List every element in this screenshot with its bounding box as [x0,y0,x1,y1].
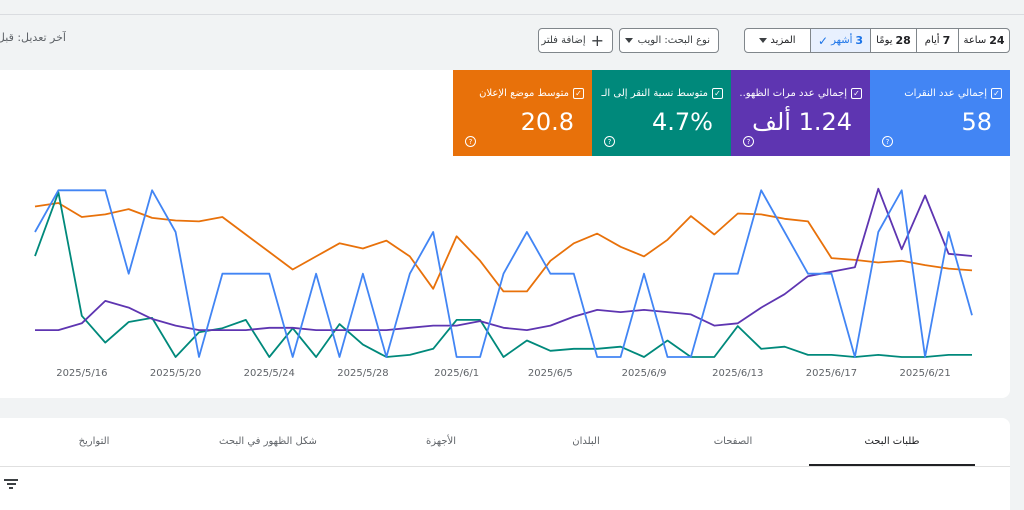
search-type-label: نوع البحث: الويب [637,35,710,46]
range-24-hours[interactable]: 24 ساعة [958,29,1009,52]
add-filter-button[interactable]: + إضافة فلتر [538,28,613,53]
metric-total-impressions[interactable]: ✓ إجمالي عدد مرات الظهو... 1.24 ألف ? [731,70,870,156]
add-filter-label: إضافة فلتر [541,35,586,46]
series-line-3 [34,189,973,358]
x-tick-label: 2025/6/13 [712,368,764,379]
x-tick-label: 2025/6/1 [434,368,480,379]
more-ranges-dropdown[interactable]: المزيد [745,29,810,52]
metric-position-value: 20.8 [520,108,574,136]
range-3-months-num: 3 [855,34,864,47]
tab-devices[interactable]: الأجهزة [425,436,457,447]
metric-position-label: متوسط موضع الإعلان [479,88,569,99]
tab-pages[interactable]: الصفحات [713,436,753,447]
metric-ctr-value: 4.7% [652,108,713,136]
range-7-days-num: 7 [942,34,951,47]
range-7-days-unit: أيام [924,35,940,46]
caret-down-icon [624,38,633,43]
x-tick-label: 2025/6/5 [527,368,573,379]
range-28-days[interactable]: 28 يومًا [870,29,916,52]
range-7-days[interactable]: 7 أيام [916,29,958,52]
more-label: المزيد [770,35,796,46]
x-tick-label: 2025/5/24 [243,368,295,379]
metric-clicks-value: 58 [961,108,992,136]
checkbox-checked-icon[interactable]: ✓ [851,88,862,99]
tab-queries[interactable]: طلبات البحث [864,436,920,447]
range-28-days-unit: يومًا [876,35,893,46]
help-circle-icon[interactable]: ? [604,136,615,147]
checkbox-checked-icon[interactable]: ✓ [991,88,1002,99]
metric-total-clicks[interactable]: ✓ إجمالي عدد النقرات 58 ? [870,70,1010,156]
tab-search-appearance[interactable]: شكل الظهور في البحث [219,436,317,447]
x-tick-label: 2025/5/16 [56,368,108,379]
x-tick-label: 2025/5/28 [337,368,389,379]
performance-line-chart[interactable] [0,160,1010,365]
metric-clicks-label: إجمالي عدد النقرات [904,88,987,99]
tabs-divider [0,466,1010,467]
date-range-selector: المزيد 3 أشهر ✓ 28 يومًا 7 أيام 24 ساعة [744,28,1010,53]
series-line-0 [34,202,973,293]
active-tab-indicator [809,464,975,466]
checkbox-checked-icon[interactable]: ✓ [712,88,723,99]
tab-dates[interactable]: التواريخ [78,436,110,447]
range-24-hours-unit: ساعة [963,35,987,46]
help-circle-icon[interactable]: ? [465,136,476,147]
caret-down-icon [759,38,768,43]
range-24-hours-num: 24 [989,34,1005,47]
x-tick-label: 2025/6/9 [621,368,667,379]
metric-impressions-value: 1.24 ألف [752,108,852,136]
x-tick-label: 2025/6/21 [899,368,951,379]
help-circle-icon[interactable]: ? [882,136,893,147]
check-icon: ✓ [818,33,829,48]
last-update-text: آخر تعديل: قبل 4 ساعات [0,31,66,44]
search-type-dropdown[interactable]: نوع البحث: الويب [619,28,719,53]
metric-ctr-label: متوسط نسبة النقر إلى الـ... [601,88,708,99]
filter-list-icon[interactable] [4,479,18,491]
range-3-months[interactable]: 3 أشهر ✓ [810,29,870,52]
range-28-days-num: 28 [895,34,911,47]
metric-average-position[interactable]: ✓ متوسط موضع الإعلان 20.8 ? [453,70,592,156]
plus-icon: + [590,30,604,50]
help-circle-icon[interactable]: ? [743,136,754,147]
metric-average-ctr[interactable]: ✓ متوسط نسبة النقر إلى الـ... 4.7% ? [592,70,731,156]
x-tick-label: 2025/6/17 [805,368,858,379]
range-3-months-unit: أشهر [831,35,853,46]
series-line-2 [35,187,973,332]
tab-countries[interactable]: البلدان [572,436,600,447]
series-line-1 [34,191,972,358]
metric-impressions-label: إجمالي عدد مرات الظهو... [740,88,847,99]
top-divider [0,0,1024,15]
x-tick-label: 2025/5/20 [149,368,202,379]
checkbox-checked-icon[interactable]: ✓ [573,88,584,99]
